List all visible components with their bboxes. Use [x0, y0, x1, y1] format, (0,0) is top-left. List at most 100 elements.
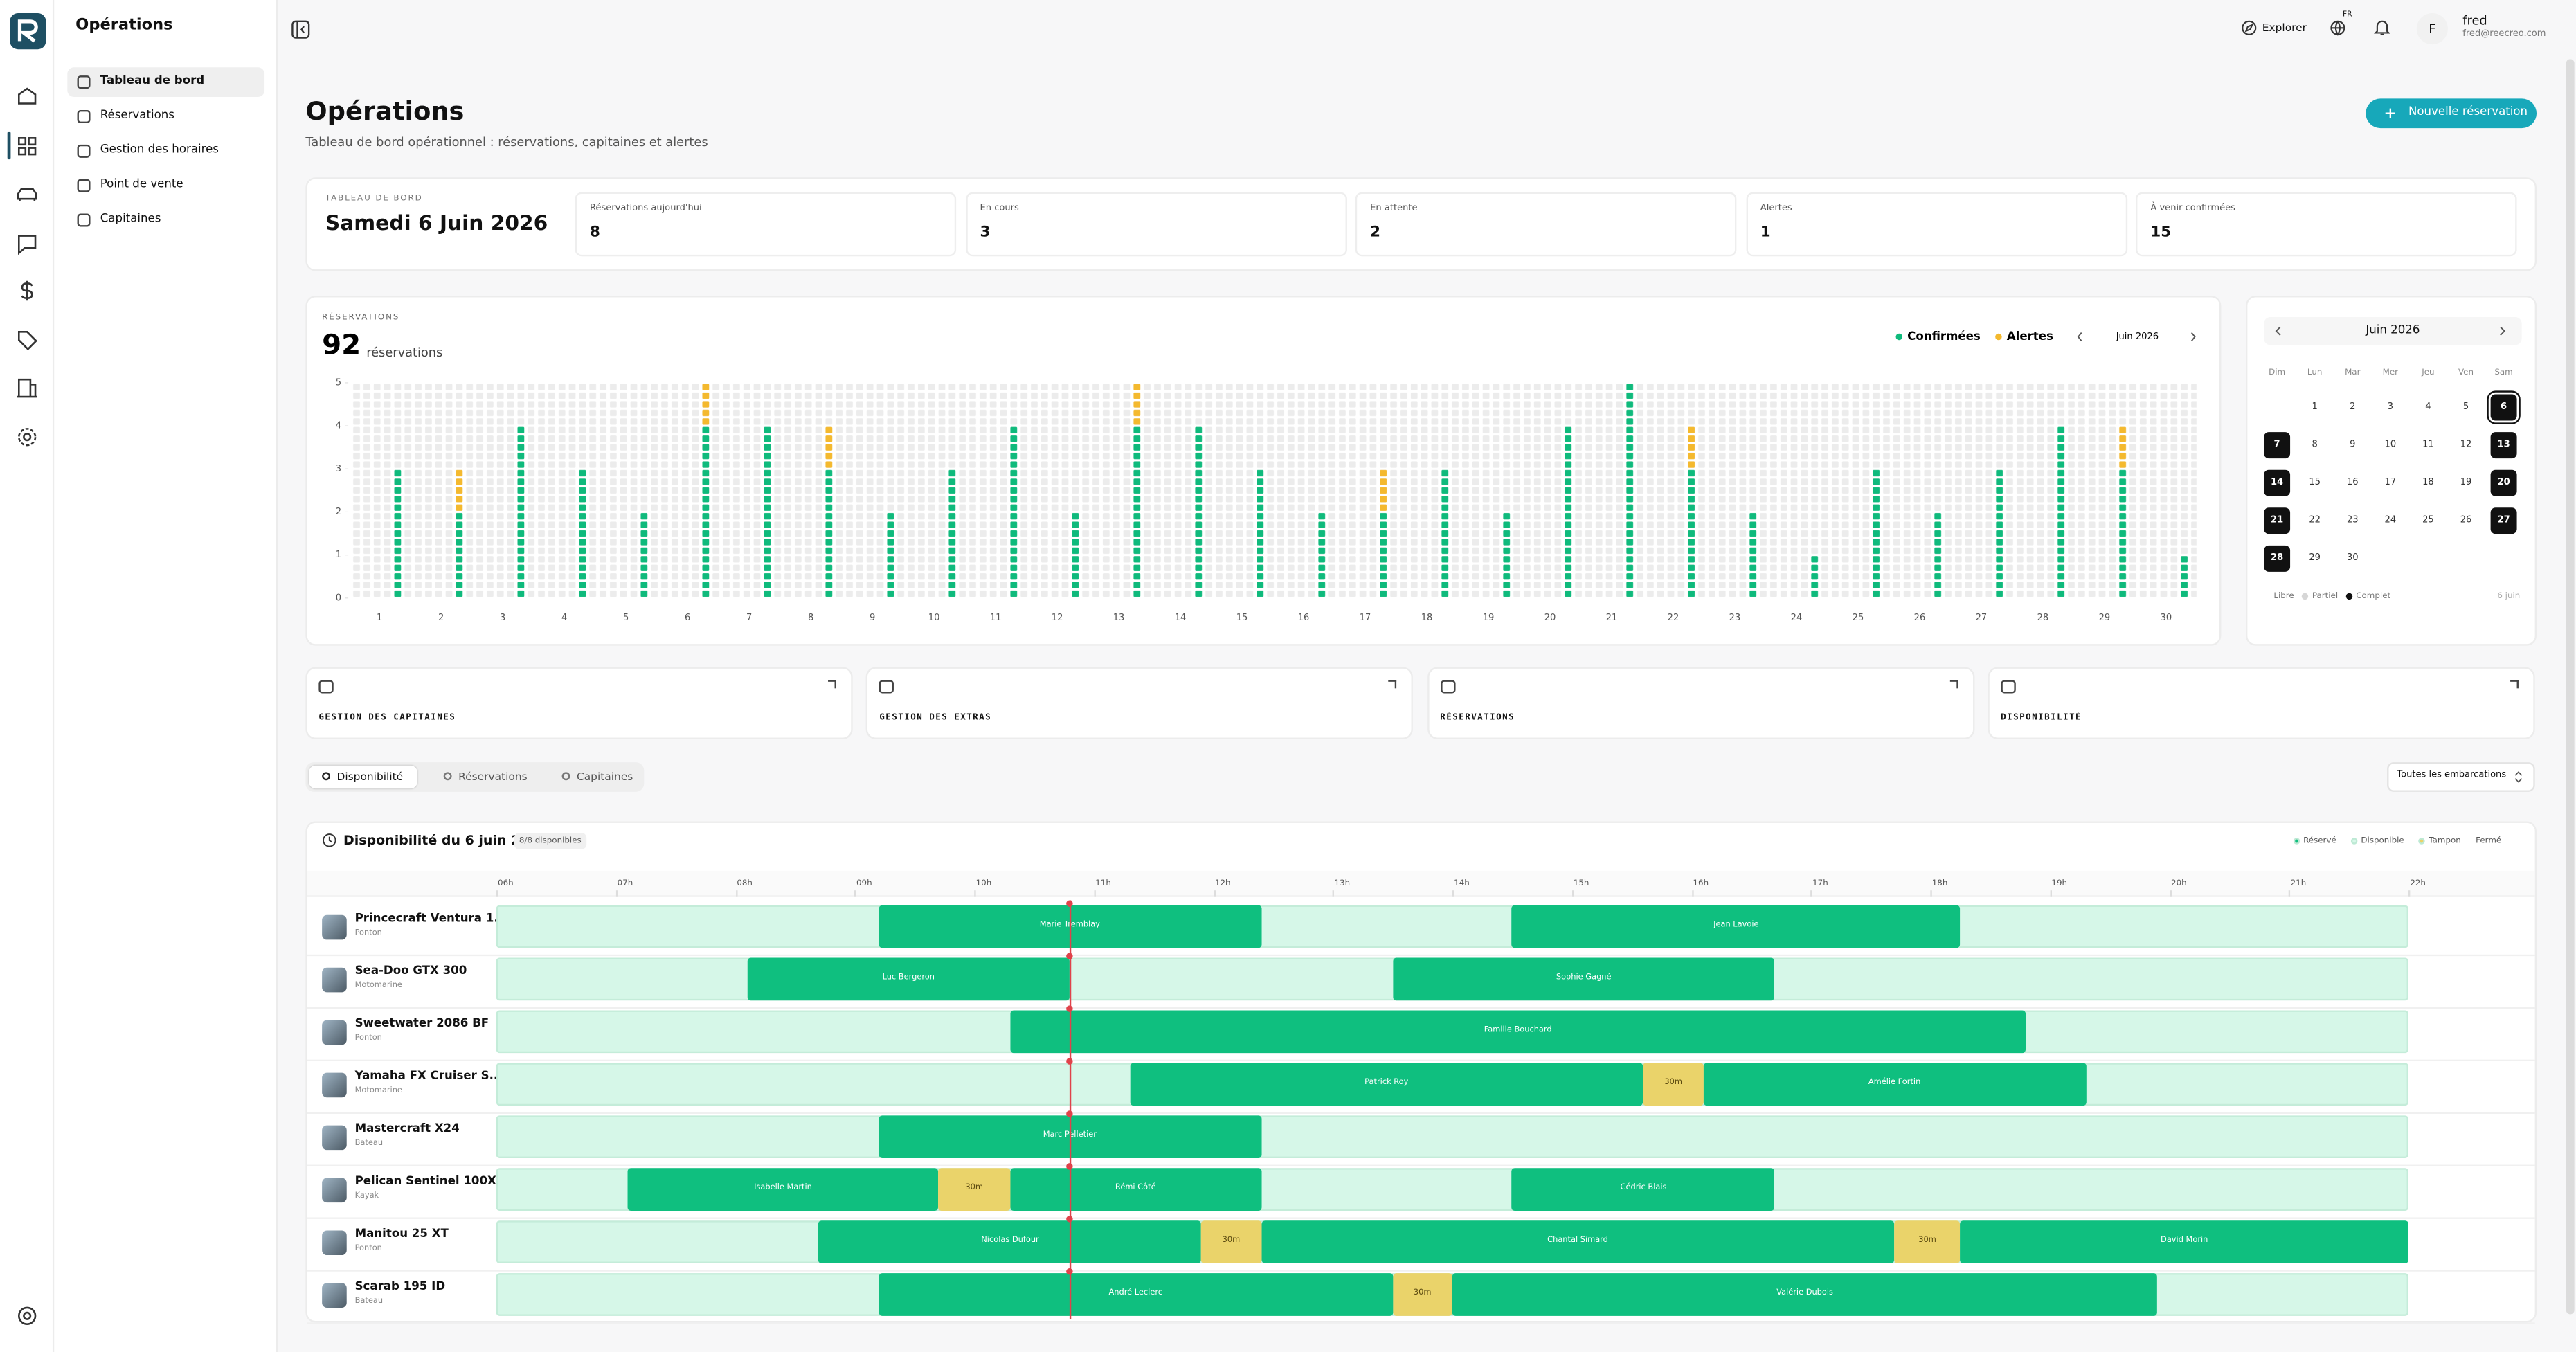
shortcut-icon [879, 680, 894, 694]
shortcut-card[interactable] [866, 667, 1414, 739]
calendar-day[interactable]: 15 [2309, 478, 2321, 488]
calendar-day[interactable]: 27 [2490, 507, 2517, 534]
explore-link[interactable]: Explorer [2262, 21, 2307, 35]
tab-label[interactable]: Réservations [458, 770, 528, 784]
booking-block[interactable]: Isabelle Martin [627, 1168, 939, 1211]
calendar-day[interactable]: 1 [2312, 402, 2318, 413]
calendar-day[interactable]: 24 [2384, 516, 2397, 526]
home-icon[interactable] [17, 87, 37, 105]
boat-filter[interactable] [2387, 762, 2535, 792]
calendar-day[interactable]: 19 [2460, 478, 2472, 488]
calendar-day[interactable]: 12 [2460, 440, 2472, 451]
calendar-day[interactable]: 20 [2490, 469, 2517, 496]
calendar-day[interactable]: 26 [2460, 516, 2472, 526]
calendar-day[interactable]: 5 [2462, 402, 2469, 413]
avatar[interactable]: F [2416, 12, 2448, 45]
explore-icon[interactable] [2241, 19, 2258, 36]
shortcut-card[interactable] [1427, 667, 1974, 739]
calendar-day[interactable]: 30 [2346, 553, 2359, 564]
booking-block[interactable]: Sophie Gagné [1392, 957, 1775, 1001]
calendar-day[interactable]: 17 [2384, 478, 2397, 488]
buffer-block[interactable]: 30m [938, 1168, 1011, 1211]
calendar-day[interactable]: 13 [2490, 432, 2517, 459]
dollar-icon[interactable] [21, 280, 33, 301]
booking-label: 30m [1664, 1079, 1682, 1088]
nav-label[interactable]: Tableau de bord [100, 73, 205, 87]
tab-label[interactable]: Capitaines [576, 770, 633, 784]
chat-icon[interactable] [17, 235, 37, 255]
buffer-block[interactable]: 30m [1894, 1220, 1961, 1263]
x-tick-label: 26 [1914, 613, 1926, 623]
calendar-day[interactable]: 9 [2350, 440, 2356, 451]
booking-label: David Morin [2161, 1236, 2208, 1245]
calendar-day[interactable]: 29 [2309, 553, 2321, 564]
booking-block[interactable]: Jean Lavoie [1512, 905, 1961, 948]
boat-filter-label[interactable]: Toutes les embarcations [2397, 770, 2507, 781]
booking-block[interactable]: André Leclerc [879, 1273, 1393, 1316]
booking-block[interactable]: Cédric Blais [1512, 1168, 1775, 1211]
boat-type: Bateau [354, 1297, 384, 1306]
tag-icon[interactable] [17, 331, 38, 351]
hour-tick [1810, 890, 1812, 897]
nav-label[interactable]: Gestion des horaires [100, 143, 219, 156]
bell-icon[interactable] [2374, 18, 2390, 36]
booking-block[interactable]: Chantal Simard [1261, 1220, 1895, 1263]
calendar-day[interactable]: 25 [2422, 516, 2434, 526]
nav-label[interactable]: Point de vente [100, 177, 183, 191]
hour-label: 18h [1931, 878, 1948, 889]
nav-label[interactable]: Capitaines [100, 212, 161, 226]
booking-block[interactable]: Patrick Roy [1129, 1063, 1643, 1106]
calendar-day[interactable]: 22 [2309, 516, 2321, 526]
globe-icon[interactable] [2330, 19, 2346, 36]
collapse-icon[interactable] [291, 19, 310, 39]
booking-block[interactable]: David Morin [1960, 1220, 2408, 1263]
calendar-day[interactable]: 23 [2346, 516, 2359, 526]
x-tick-label: 12 [1052, 613, 1063, 623]
calendar-day[interactable]: 11 [2422, 440, 2434, 451]
booking-block[interactable]: Luc Bergeron [747, 957, 1070, 1001]
booking-block[interactable]: Nicolas Dufour [818, 1220, 1202, 1263]
tab-label[interactable]: Disponibilité [336, 770, 404, 784]
calendar-day[interactable]: 10 [2384, 440, 2397, 451]
nav-item[interactable] [67, 67, 265, 98]
shortcut-label[interactable]: DISPONIBILITÉ [2001, 712, 2082, 723]
shortcut-label[interactable]: GESTION DES CAPITAINES [318, 712, 456, 723]
legend-dot [2346, 593, 2353, 600]
calendar-day[interactable]: 21 [2264, 507, 2291, 534]
buffer-block[interactable]: 30m [1201, 1220, 1261, 1263]
buffer-block[interactable]: 30m [1643, 1063, 1704, 1106]
calendar-day[interactable]: 2 [2350, 402, 2356, 413]
help-icon[interactable] [17, 1306, 37, 1326]
calendar-day[interactable]: 28 [2264, 545, 2291, 572]
building-icon[interactable] [17, 378, 37, 398]
new-booking-label[interactable]: Nouvelle réservation [2408, 105, 2528, 118]
nav-label[interactable]: Réservations [100, 108, 174, 122]
scrollbar[interactable] [2566, 59, 2575, 1315]
booking-block[interactable]: Rémi Côté [1010, 1168, 1261, 1211]
settings-icon[interactable] [23, 433, 32, 442]
calendar-day[interactable]: 6 [2490, 394, 2517, 421]
dashboard-icon[interactable] [17, 137, 37, 156]
booking-block[interactable]: Amélie Fortin [1703, 1063, 2086, 1106]
booking-block[interactable]: Famille Bouchard [1010, 1010, 2026, 1054]
calendar-day[interactable]: 16 [2346, 478, 2359, 488]
calendar-day[interactable]: 3 [2387, 402, 2393, 413]
calendar-day[interactable]: 4 [2425, 402, 2431, 413]
lang-badge[interactable]: FR [2343, 11, 2352, 20]
calendar-day[interactable]: 14 [2264, 469, 2291, 496]
shortcut-card[interactable] [305, 667, 853, 739]
stat-box [1355, 192, 1737, 257]
shortcut-label[interactable]: GESTION DES EXTRAS [879, 712, 992, 723]
x-tick-label: 16 [1298, 613, 1310, 623]
calendar-day[interactable]: 8 [2312, 440, 2318, 451]
shortcut-card[interactable] [1988, 667, 2535, 739]
calendar-nav[interactable] [2264, 317, 2522, 345]
shortcut-label[interactable]: RÉSERVATIONS [1440, 712, 1515, 723]
car-icon[interactable] [17, 188, 37, 201]
calendar-day[interactable]: 7 [2264, 432, 2291, 459]
booking-block[interactable]: Valérie Dubois [1452, 1273, 2158, 1316]
calendar-day[interactable]: 18 [2422, 478, 2434, 488]
timeline-legend-label: Tampon [2429, 836, 2461, 847]
nav-item[interactable] [67, 206, 264, 235]
buffer-block[interactable]: 30m [1392, 1273, 1452, 1316]
